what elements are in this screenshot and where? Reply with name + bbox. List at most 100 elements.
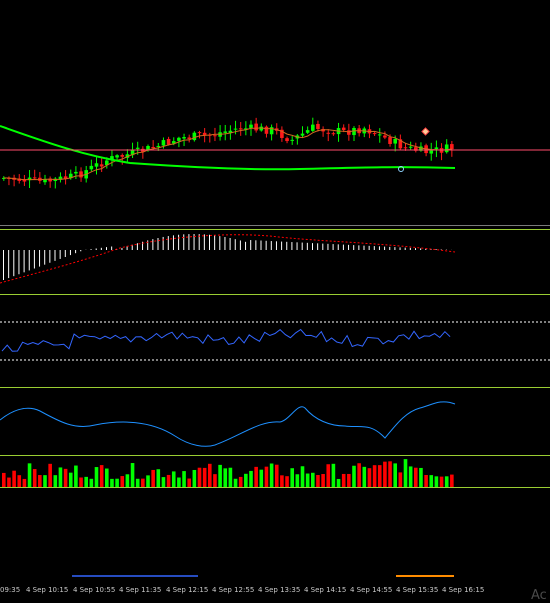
time-axis-label: 4 Sep 10:55 (73, 586, 116, 594)
volume-bar (326, 464, 331, 487)
macd-signal-line (0, 234, 456, 284)
main-price-panel[interactable] (0, 117, 550, 189)
volume-bar (290, 468, 294, 487)
volume-bar (274, 464, 279, 487)
volume-bar (259, 469, 264, 487)
volume-bar (372, 465, 377, 487)
candle-body (156, 145, 161, 147)
volume-bar (130, 463, 135, 487)
volume-bar (110, 478, 114, 487)
candle-body (383, 135, 387, 138)
volume-bar (94, 467, 99, 487)
volume-bar (115, 478, 119, 487)
candle-body (331, 133, 336, 135)
candle-body (192, 132, 197, 141)
volume-bar (125, 474, 130, 487)
candle-body (377, 134, 382, 136)
candle-body (223, 131, 228, 133)
candle-body (434, 147, 439, 150)
volume-bar (341, 473, 346, 487)
volume-bar (223, 468, 228, 487)
time-axis-label: 4 Sep 11:35 (119, 586, 162, 594)
candle-body (290, 139, 294, 141)
volume-bar (187, 478, 191, 487)
volume-bar (43, 475, 47, 487)
candle-body (269, 127, 274, 135)
rsi-panel[interactable] (0, 321, 550, 361)
volume-bar (182, 471, 186, 487)
candle-body (280, 129, 284, 138)
candle-body (197, 132, 202, 134)
cci-line (0, 401, 456, 447)
volume-bar (27, 463, 32, 487)
volume-bar (367, 468, 372, 487)
candle-body (115, 155, 119, 158)
volume-bar (238, 476, 243, 487)
volume-bar (213, 474, 217, 487)
candle-body (130, 149, 135, 156)
volume-bar (264, 466, 269, 487)
volume-panel[interactable] (2, 459, 454, 487)
volume-bar (419, 467, 423, 487)
candle-body (110, 156, 114, 161)
macd-panel[interactable] (0, 234, 456, 284)
volume-bar (336, 478, 341, 487)
candle-body (99, 164, 104, 167)
volume-bar (146, 475, 150, 487)
candle-body (120, 155, 125, 157)
volume-bar (135, 478, 140, 487)
candle-body (135, 147, 140, 149)
candle-body (300, 133, 305, 136)
candle-body (398, 139, 403, 149)
volume-bar (295, 474, 300, 487)
time-axis-label: 4 Sep 16:15 (442, 586, 485, 594)
volume-bar (202, 467, 207, 487)
time-axis-label: 4 Sep 13:35 (258, 586, 301, 594)
volume-bar (166, 474, 171, 487)
candle-body (171, 141, 176, 144)
volume-bar (79, 477, 83, 487)
panel-separator-volume-bottom (0, 487, 550, 488)
time-axis-label: 09:35 (0, 586, 21, 594)
volume-bar (84, 476, 88, 487)
candle-body (228, 130, 233, 133)
candle-body (388, 137, 392, 144)
volume-bar (352, 465, 356, 487)
candle-body (151, 147, 155, 149)
volume-bar (63, 468, 68, 487)
slow-moving-average-line (0, 125, 456, 171)
volume-bar (22, 478, 27, 487)
volume-bar (105, 468, 109, 487)
candle-body (22, 179, 27, 182)
candle-body (254, 123, 258, 131)
candle-body (285, 138, 289, 142)
volume-bar (197, 467, 202, 487)
cci-panel[interactable] (0, 401, 456, 447)
volume-bar (388, 461, 392, 487)
candle-body (347, 130, 351, 135)
candle-body (32, 177, 37, 179)
candle-body (202, 132, 207, 135)
candle-body (419, 146, 423, 151)
time-axis-label: 4 Sep 14:55 (350, 586, 393, 594)
candle-body (58, 176, 63, 180)
candle-body (326, 132, 331, 134)
volume-bar (120, 476, 125, 487)
candle-body (105, 160, 109, 166)
candle-body (94, 163, 99, 167)
candle-body (68, 173, 73, 179)
candle-body (2, 177, 6, 179)
candle-body (233, 128, 238, 130)
volume-bar (228, 467, 233, 487)
candle-body (429, 150, 434, 154)
volume-bar (32, 469, 37, 487)
volume-bar (17, 475, 22, 487)
volume-bar (434, 476, 439, 487)
panel-separator-macd-top (0, 225, 550, 226)
volume-bar (38, 475, 42, 487)
volume-bar (156, 469, 161, 487)
candle-body (27, 177, 32, 181)
time-axis-label: 4 Sep 15:35 (396, 586, 439, 594)
volume-bar (254, 466, 258, 487)
